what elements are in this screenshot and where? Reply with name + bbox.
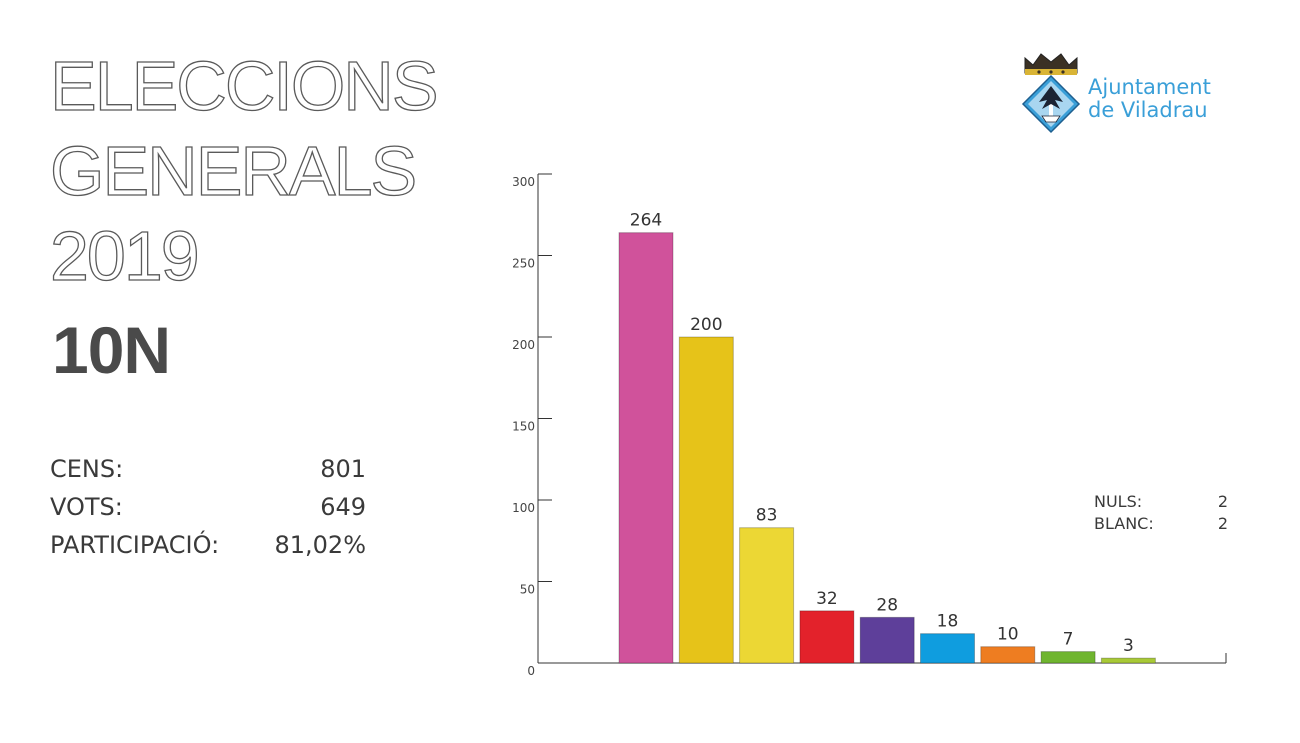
stat-value: 649 [320, 493, 366, 521]
y-tick-label: 0 [527, 664, 535, 678]
stat-label: CENS: [50, 455, 124, 483]
logo: Ajuntament de Viladrau [1016, 46, 1231, 136]
logo-text-line-1: Ajuntament [1088, 75, 1211, 99]
bar-value-label: 10 [997, 625, 1019, 645]
stats-panel: CENS: 801 VOTS: 649 PARTICIPACIÓ: 81,02% [50, 450, 366, 564]
bar [618, 232, 674, 664]
side-notes: NULS: 2 BLANC: 2 [1094, 491, 1228, 535]
bar [920, 633, 975, 664]
side-note-blanc: BLANC: 2 [1094, 513, 1228, 535]
page-title-line-2: GENERALS [49, 131, 418, 210]
bar [1040, 651, 1096, 664]
y-tick-label: 250 [512, 257, 535, 271]
side-note-label: BLANC: [1094, 514, 1154, 533]
bar [1100, 657, 1156, 664]
bar-value-label: 264 [630, 211, 662, 231]
bar [980, 646, 1036, 664]
page-subtitle: 10N [52, 313, 171, 387]
y-tick-label: 150 [512, 420, 535, 434]
page-title-line-3: 2019 [49, 216, 200, 295]
stat-value: 801 [320, 455, 366, 483]
side-note-label: NULS: [1094, 492, 1143, 511]
stat-label: PARTICIPACIÓ: [50, 531, 220, 559]
stat-label: VOTS: [50, 493, 123, 521]
bar-value-label: 83 [756, 506, 778, 526]
bar [799, 610, 855, 664]
bar-value-label: 32 [816, 589, 838, 609]
y-tick-label: 100 [512, 501, 535, 515]
coat-of-arms-icon [1021, 53, 1081, 134]
bar [859, 616, 915, 664]
bar [678, 336, 734, 664]
page-title-line-1: ELECCIONS [49, 46, 439, 125]
side-note-value: 2 [1217, 514, 1228, 533]
stat-row-cens: CENS: 801 [50, 450, 366, 488]
bar-value-label: 200 [690, 315, 722, 335]
stat-row-participacio: PARTICIPACIÓ: 81,02% [50, 526, 366, 564]
y-tick-label: 200 [512, 338, 535, 352]
y-tick-label: 300 [512, 175, 535, 189]
side-note-nuls: NULS: 2 [1094, 491, 1228, 513]
bar-chart: 0 50 100 150 200 250 300 264 200 83 32 28 18 10 7 3 [512, 173, 1227, 678]
bar-value-label: 18 [937, 612, 959, 632]
bar-value-label: 28 [876, 595, 898, 615]
side-note-value: 2 [1217, 492, 1228, 511]
logo-text-line-2: de Viladrau [1088, 98, 1208, 122]
y-tick-label: 50 [520, 583, 535, 597]
bar-value-label: 3 [1123, 636, 1134, 656]
stat-row-vots: VOTS: 649 [50, 488, 366, 526]
bar-value-label: 7 [1063, 630, 1074, 650]
logo-text: Ajuntament de Viladrau [1088, 76, 1211, 122]
bar [739, 527, 795, 664]
stat-value: 81,02% [274, 531, 366, 559]
